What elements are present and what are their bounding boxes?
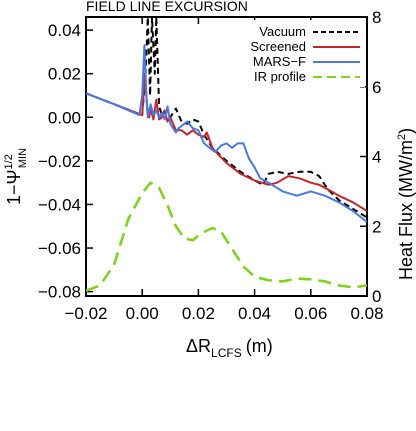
series-line-screened xyxy=(86,72,367,212)
legend-label-screened: Screened xyxy=(250,39,306,54)
y2-tick-label: 6 xyxy=(372,78,381,97)
y-tick-label: −0.02 xyxy=(38,152,81,171)
series-line-ir-profile xyxy=(86,181,367,293)
plot-frame xyxy=(85,16,368,297)
y2-axis-label: Heat Flux (MW/m2) xyxy=(396,128,416,280)
y-tick-label: −0.06 xyxy=(38,239,81,258)
y2-axis-label-end: ) xyxy=(396,128,416,134)
x-axis-label: ΔRLCFS (m) xyxy=(186,336,273,360)
y-tick-label: 0.00 xyxy=(48,108,81,127)
x-tick-label: 0.06 xyxy=(294,304,327,323)
series-line-vacuum xyxy=(86,17,367,219)
y2-tick-label: 2 xyxy=(372,217,381,236)
x-tick-label: 0.00 xyxy=(126,304,159,323)
legend-label-vacuum: Vacuum xyxy=(259,24,306,39)
series-line-mars-f xyxy=(86,44,367,223)
y2-tick-label: 0 xyxy=(372,287,381,306)
y-axis-label-sup: 1/2 xyxy=(3,154,15,169)
x-tick-label: 0.04 xyxy=(238,304,271,323)
legend-label-ir-profile: IR profile xyxy=(254,69,306,84)
y2-axis-label-sup: 2 xyxy=(396,134,408,140)
x-tick-label: 0.02 xyxy=(182,304,215,323)
x-tick-label: 0.08 xyxy=(350,304,383,323)
y-tick-label: −0.04 xyxy=(38,195,81,214)
y-axis-label: 1−Ψ1/2 MIN xyxy=(3,148,29,205)
y-axis-label-sub: MIN xyxy=(17,148,29,168)
y-tick-label: 0.02 xyxy=(48,65,81,84)
legend-label-mars-f: MARS−F xyxy=(253,54,306,69)
x-axis-label-unit: (m) xyxy=(246,336,273,356)
x-tick-label: −0.02 xyxy=(64,304,107,323)
y2-tick-label: 4 xyxy=(372,148,381,167)
x-axis-label-sub: LCFS xyxy=(211,346,242,360)
y-tick-label: 0.04 xyxy=(48,21,81,40)
chart-title: FIELD LINE EXCURSION xyxy=(86,0,248,14)
y2-tick-label: 8 xyxy=(372,8,381,27)
y-tick-label: −0.08 xyxy=(38,283,81,302)
